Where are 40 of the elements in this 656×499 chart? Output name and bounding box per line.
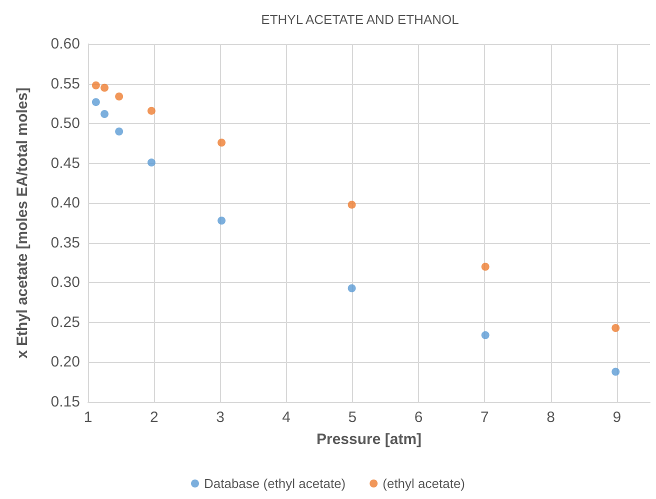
- y-axis-title: x Ethyl acetate [moles EA/total moles]: [14, 88, 31, 358]
- point: [92, 81, 100, 90]
- y-tick-label: 0.30: [50, 274, 80, 292]
- x-tick-label: 1: [84, 409, 92, 426]
- point: [481, 262, 490, 271]
- y-tick-label: 0.60: [50, 36, 80, 52]
- point: [100, 110, 109, 118]
- point: [348, 200, 356, 209]
- point: [348, 284, 356, 292]
- point: [218, 138, 226, 147]
- point: [147, 106, 156, 115]
- point: [612, 368, 620, 376]
- x-tick-label: 6: [414, 409, 423, 426]
- chart-title: ETHYL ACETATE AND ETHANOL: [261, 12, 459, 27]
- y-tick-label: 0.45: [50, 154, 80, 172]
- y-tick-label: 0.55: [50, 75, 80, 92]
- y-tick-label: 0.40: [50, 194, 80, 212]
- y-tick-label: 0.25: [50, 314, 80, 331]
- x-tick-label: 8: [546, 409, 555, 426]
- point: [481, 331, 490, 340]
- legend-label: (ethyl acetate): [382, 476, 466, 491]
- y-tick-label: 0.20: [50, 354, 80, 371]
- point: [115, 92, 124, 101]
- x-tick-label: 2: [150, 409, 158, 426]
- x-tick-label: 9: [612, 409, 622, 426]
- x-tick-label: 3: [216, 409, 224, 426]
- point: [147, 158, 156, 167]
- x-axis-title: Pressure [atm]: [316, 431, 422, 448]
- point: [100, 84, 109, 92]
- legend-label: Database (ethyl acetate): [204, 476, 346, 491]
- point: [612, 324, 620, 332]
- y-tick-label: 0.15: [50, 394, 80, 410]
- point: [92, 98, 100, 106]
- x-tick-label: 7: [480, 409, 489, 426]
- x-tick-label: 5: [348, 409, 357, 426]
- x-tick-label: 4: [282, 409, 291, 426]
- y-tick-label: 0.50: [50, 115, 80, 132]
- point: [218, 216, 226, 225]
- point: [115, 128, 124, 136]
- y-tick-label: 0.35: [50, 234, 80, 252]
